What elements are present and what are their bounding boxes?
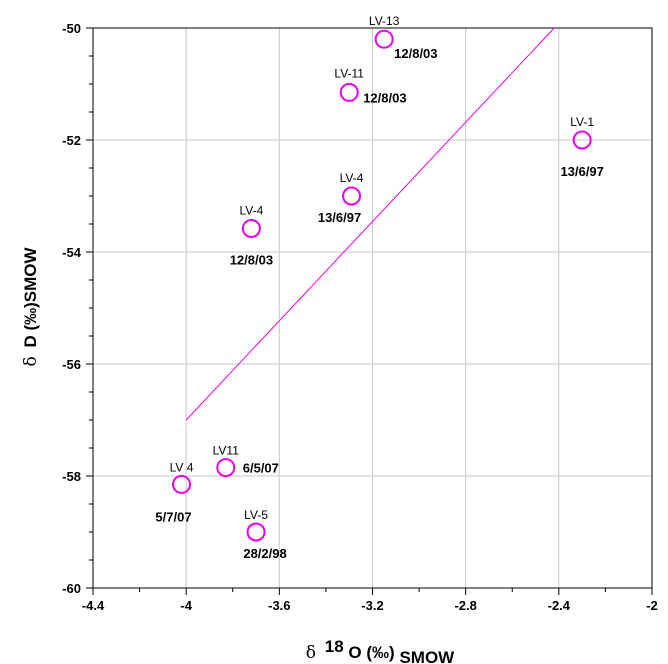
x-tick-labels: -4.4 -4 -3.6 -3.2 -2.8 -2.4 -2: [82, 598, 658, 613]
point-name-label: LV-4: [239, 203, 263, 217]
data-point: [374, 29, 394, 49]
x-tick-label: -2.8: [454, 598, 476, 613]
grid: [92, 27, 653, 589]
point-date-label: 12/8/03: [363, 90, 406, 105]
data-point: [342, 186, 362, 206]
y-tick-label: -52: [62, 133, 81, 148]
point-date-label: 5/7/07: [155, 509, 191, 524]
point-date-label: 6/5/07: [243, 461, 279, 476]
point-name-label: LV-5: [244, 508, 268, 522]
point-name-label: LV-4: [340, 171, 364, 185]
y-tick-label: -58: [62, 469, 81, 484]
x-tick-label: -3.2: [361, 598, 383, 613]
x-tick-label: -2.4: [548, 598, 571, 613]
point-date-label: 13/6/97: [560, 164, 603, 179]
point-date-label: 12/8/03: [394, 46, 437, 61]
x-tick-label: -2: [646, 598, 658, 613]
point-date-label: 13/6/97: [318, 210, 361, 225]
plot-frame: [92, 27, 653, 589]
data-point: [216, 458, 236, 478]
y-tick-labels: -50 -52 -54 -56 -58 -60: [62, 21, 82, 596]
x-axis-title: δ 18 O (‰) SMOW: [306, 637, 455, 664]
point-name-label: LV 4: [170, 460, 194, 474]
y-tick-label: -50: [62, 21, 81, 36]
x-tick-label: -4.4: [82, 598, 105, 613]
data-points: [172, 29, 592, 542]
point-name-label: LV11: [213, 444, 240, 458]
y-tick-label: -54: [62, 245, 82, 260]
x-tick-label: -4: [180, 598, 192, 613]
point-name-label: LV-13: [369, 14, 400, 28]
data-point: [572, 130, 592, 150]
point-date-label: 12/8/03: [230, 252, 273, 267]
y-tick-label: -56: [62, 357, 81, 372]
regression-line: [185, 27, 555, 421]
x-tick-label: -3.6: [268, 598, 290, 613]
axis-ticks: [86, 27, 653, 595]
data-point: [241, 218, 261, 238]
data-point: [339, 82, 359, 102]
point-labels: LV-13 12/8/03 LV-11 12/8/03 LV-1 13/6/97 LV-4 1…: [155, 14, 603, 561]
point-date-label: 28/2/98: [243, 546, 286, 561]
data-point: [172, 474, 192, 494]
y-axis-title: δ D (‰)SMOW: [21, 247, 41, 367]
point-name-label: LV-1: [570, 115, 594, 129]
point-name-label: LV-11: [334, 66, 364, 80]
y-tick-label: -60: [62, 581, 81, 596]
data-point: [246, 522, 266, 542]
